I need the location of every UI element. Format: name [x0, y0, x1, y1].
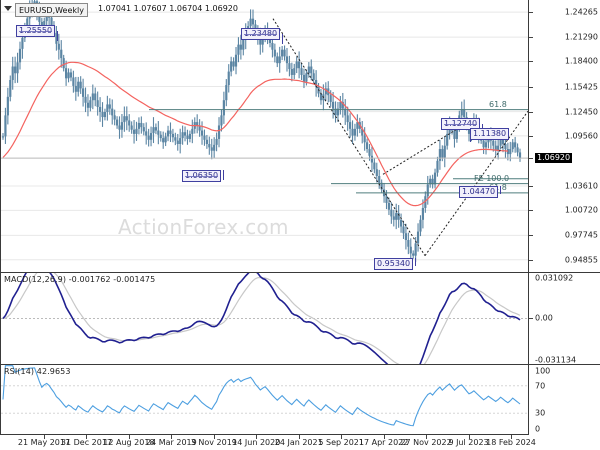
symbol-label-box[interactable]: EURUSD,Weekly [15, 3, 88, 17]
price-annotation-tag[interactable]: 1.11380 [470, 128, 510, 140]
date-axis-tick [86, 435, 88, 439]
date-axis-label: 12 Aug 2018 [103, 438, 155, 447]
symbol-label: EURUSD,Weekly [19, 5, 84, 15]
y-axis-label: 0.97745 [564, 230, 598, 240]
annotation-leader-line [223, 170, 224, 180]
ohlc-values: 1.07041 1.07607 1.06704 1.06920 [98, 4, 238, 13]
caret-down-icon[interactable] [4, 6, 12, 11]
fib-level-label: 61.8 [489, 99, 507, 109]
y-axis-label: 1.12450 [564, 107, 598, 117]
annotation-leader-line [57, 31, 58, 41]
fib-level-label: FE 100.0 [474, 173, 510, 183]
price-annotation-tag[interactable]: 1.12740 [441, 118, 481, 130]
date-axis-tick [341, 435, 343, 439]
y-axis-tick [529, 158, 533, 160]
rsi-y-axis-label: 100 [535, 366, 551, 376]
y-axis-tick [529, 86, 533, 88]
price-annotation-tag[interactable]: 1.06350 [182, 170, 222, 182]
price-y-axis[interactable]: 1.24265 1.21290 1.18400 1.15425 1.12450 1.095… [529, 0, 600, 272]
annotation-leader-line [415, 258, 416, 266]
date-axis-label: 24 Mar 2019 [146, 438, 197, 447]
date-axis-tick [171, 435, 173, 439]
macd-y-axis[interactable]: 0.031092 0.00 -0.031134 [529, 272, 600, 365]
date-axis-tick [383, 435, 385, 439]
price-annotation-label: 0.95340 [377, 259, 411, 268]
rsi-y-axis-label: 30 [535, 408, 546, 418]
date-axis-tick [426, 435, 428, 439]
price-annotation-tag[interactable]: 1.25550 [16, 25, 56, 37]
last-price-tag: 1.06920 [535, 153, 573, 164]
price-annotation-label: 1.12740 [444, 119, 478, 128]
y-axis-tick [529, 37, 533, 39]
y-axis-label: 1.24265 [564, 7, 598, 17]
rsi-y-axis-label: 0 [535, 424, 541, 434]
date-axis[interactable]: 21 May 2017 31 Dec 2017 12 Aug 2018 24 Mar … [0, 434, 536, 450]
date-axis-tick [44, 435, 45, 439]
y-axis-tick [529, 61, 533, 63]
macd-y-axis-label: 0.00 [535, 313, 553, 323]
macd-series-svg [1, 273, 528, 364]
price-annotation-tag[interactable]: 1.04470 [459, 186, 499, 198]
price-annotation-label: 1.25550 [19, 26, 53, 35]
date-axis-label: 24 Jan 2021 [274, 438, 323, 447]
date-axis-label: 18 Feb 2024 [486, 438, 536, 447]
y-axis-label: 1.03610 [564, 181, 598, 191]
date-axis-tick [128, 435, 130, 439]
watermark: ActionForex.com [118, 215, 289, 239]
price-annotation-label: 1.06350 [185, 171, 219, 180]
y-axis-tick [529, 210, 533, 212]
macd-panel: 0.031092 0.00 -0.031134 MACD(12,26,9) -0.0… [0, 272, 600, 365]
price-panel: 1.24265 1.21290 1.18400 1.15425 1.12450 1.095… [0, 0, 600, 272]
y-axis-tick [529, 12, 533, 14]
y-axis-tick [529, 235, 533, 237]
rsi-y-axis[interactable]: 100 70 30 0 [529, 364, 600, 434]
date-axis-label: 9 Jul 2023 [448, 438, 489, 447]
annotation-leader-line [500, 186, 501, 194]
y-axis-label: 1.18400 [564, 56, 598, 66]
price-annotation-tag[interactable]: 0.95340 [374, 258, 414, 270]
y-axis-label: 1.15425 [564, 82, 598, 92]
date-axis-label: 5 Sep 2021 [318, 438, 364, 447]
date-axis-tick [468, 435, 470, 439]
date-axis-label: 27 Nov 2022 [400, 438, 452, 447]
y-axis-tick [529, 111, 533, 113]
date-axis-tick [213, 435, 215, 439]
date-axis-tick [298, 435, 300, 439]
date-axis-label: 21 May 2017 [17, 438, 71, 447]
macd-y-axis-label: -0.031134 [535, 355, 577, 365]
y-axis-tick [529, 135, 533, 137]
price-annotation-label: 1.04470 [462, 187, 496, 196]
rsi-y-axis-label: 70 [535, 381, 546, 391]
macd-plot-area[interactable] [0, 272, 529, 364]
macd-y-axis-label: 0.031092 [535, 273, 574, 283]
rsi-series-svg [1, 365, 528, 427]
y-axis-tick [529, 259, 533, 261]
macd-legend: MACD(12,26,9) -0.001762 -0.001475 [4, 275, 156, 284]
price-annotation-label: 1.11380 [473, 129, 507, 138]
rsi-legend: RSI(14) 42.9653 [4, 367, 71, 376]
y-axis-tick [529, 186, 533, 188]
rsi-plot-area[interactable] [0, 364, 529, 434]
macd-y-axis-tick [529, 318, 533, 320]
annotation-leader-line [282, 34, 283, 44]
date-axis-label: 3 Nov 2019 [190, 438, 237, 447]
y-axis-label: 1.09560 [564, 131, 598, 141]
date-axis-label: 31 Dec 2017 [60, 438, 113, 447]
y-axis-label: 0.94855 [564, 255, 598, 265]
y-axis-label: 1.21290 [564, 32, 598, 42]
date-axis-label: 14 Jun 2020 [232, 438, 281, 447]
price-annotation-tag[interactable]: 1.23480 [241, 28, 281, 40]
date-axis-tick [256, 435, 258, 439]
date-axis-tick [511, 435, 512, 439]
y-axis-label: 1.00720 [564, 205, 598, 215]
rsi-panel: 100 70 30 0 RSI(14) 42.9653 [0, 364, 600, 434]
price-annotation-label: 1.23480 [244, 29, 278, 38]
date-axis-label: 17 Apr 2022 [358, 438, 409, 447]
